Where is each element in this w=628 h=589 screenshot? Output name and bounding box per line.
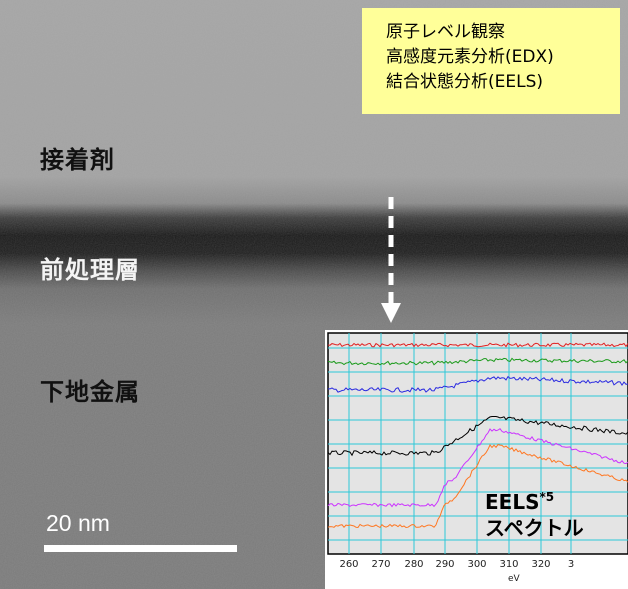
spectrum-trace [327,416,628,457]
scale-bar [44,545,237,552]
spectrum-trace [327,357,628,366]
feature-atomic-observation: 原子レベル観察 [386,22,505,42]
spectrum-trace [327,428,628,508]
eels-footnote-marker: *5 [539,490,555,504]
x-tick-label: 270 [371,559,391,570]
eels-spectrum-inset: EELS*5 スペクトル 260 270 280 290 300 310 320… [325,330,628,589]
x-axis-unit: eV [508,574,520,584]
x-tick-label: 320 [531,559,551,570]
spectrum-trace [328,375,628,393]
feature-eels-analysis: 結合状態分析(EELS) [386,72,544,92]
eels-spectrum-plot [325,330,628,589]
x-tick-label: 280 [404,559,424,570]
scale-bar-label: 20 nm [46,510,110,536]
spectrum-trace [327,342,628,348]
down-arrow-icon [381,197,401,323]
feature-edx-analysis: 高感度元素分析(EDX) [386,47,554,67]
x-tick-label: 3 [567,559,575,570]
layer-label-adhesive: 接着剤 [40,146,115,174]
x-tick-label: 260 [339,559,359,570]
x-tick-label: 300 [467,559,487,570]
x-tick-label: 310 [499,559,519,570]
spectrum-trace [327,444,628,529]
eels-spectrum-label: EELS*5 スペクトル [485,484,584,541]
analysis-features-box: 原子レベル観察 高感度元素分析(EDX) 結合状態分析(EELS) [362,8,620,114]
layer-label-base-metal: 下地金属 [40,378,140,406]
layer-label-pretreatment: 前処理層 [40,256,140,284]
x-tick-label: 290 [435,559,455,570]
spectrum-label-text: スペクトル [485,516,584,540]
eels-label-text: EELS [485,490,540,514]
